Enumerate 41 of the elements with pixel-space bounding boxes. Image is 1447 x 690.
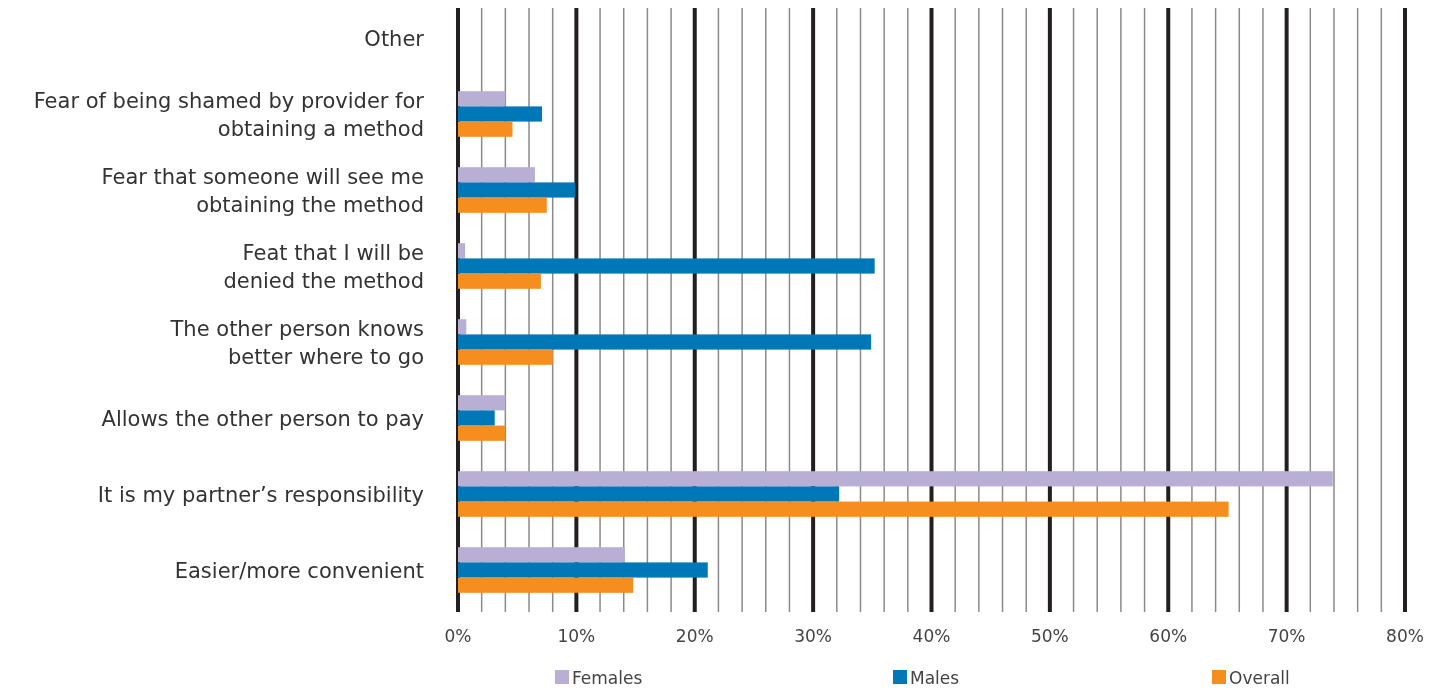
x-tick-label: 60% [1149,626,1188,646]
y-tick-label: Fear of being shamed by provider for obtaining a method [33,89,425,141]
bar [458,167,535,183]
x-tick-label: 0% [444,626,472,646]
bar [458,501,1229,517]
bar [458,395,506,411]
bar [458,486,840,502]
bar [458,319,467,335]
bar [458,243,466,259]
y-tick-label: The other person knows better where to go [169,317,424,369]
x-tick-label: 70% [1267,626,1306,646]
bar [458,258,875,274]
x-tick-label: 80% [1386,626,1424,646]
legend-label: Females [572,668,643,688]
x-tick-label: 40% [912,626,951,646]
y-tick-label: It is my partner’s responsibility [97,483,424,507]
legend-label: Overall [1229,668,1290,688]
bar [458,91,506,107]
x-tick-label: 20% [675,626,714,646]
bar [458,547,625,563]
x-tick-label: 10% [557,626,596,646]
y-tick-label: Feat that I will be denied the method [223,241,424,293]
bar [458,577,634,593]
bar [458,197,547,213]
y-tick-label: Other [364,27,425,51]
x-tick-label: 30% [794,626,833,646]
bar [458,121,513,137]
bar [458,425,506,441]
y-tick-label: Fear that someone will see me obtaining the method [101,165,424,217]
bar [458,349,553,365]
y-tick-label: Easier/more convenient [174,559,424,583]
y-tick-label: Allows the other person to pay [101,407,424,431]
x-tick-label: 50% [1030,626,1069,646]
bar [458,182,576,198]
bar [458,410,495,426]
bar [458,273,541,289]
bar [458,334,872,350]
legend-label: Males [910,668,960,688]
bar [458,562,708,578]
bar [458,106,543,122]
bar [458,471,1333,487]
